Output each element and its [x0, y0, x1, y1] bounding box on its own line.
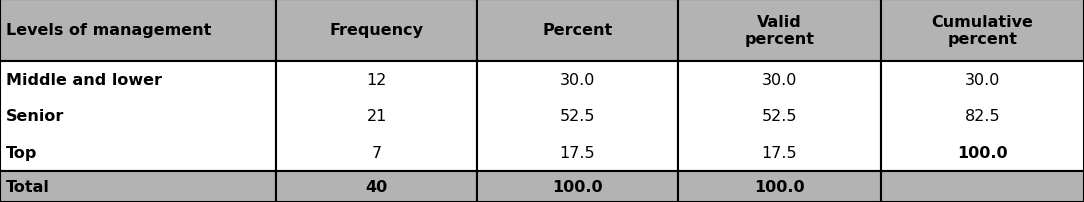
Bar	[477, 0, 678, 62]
Text: Cumulative
percent: Cumulative percent	[931, 15, 1033, 47]
Text: 17.5: 17.5	[761, 145, 797, 160]
Bar	[0, 62, 276, 171]
Text: 52.5: 52.5	[761, 109, 797, 124]
Bar	[276, 0, 477, 62]
Text: 30.0: 30.0	[559, 73, 595, 87]
Bar	[678, 62, 880, 171]
Text: 7: 7	[372, 145, 382, 160]
Text: 30.0: 30.0	[761, 73, 797, 87]
Bar	[880, 0, 1084, 62]
Text: Top: Top	[7, 145, 37, 160]
Text: 21: 21	[366, 109, 387, 124]
Bar	[678, 0, 880, 62]
Text: 40: 40	[365, 179, 388, 194]
Bar	[477, 62, 678, 171]
Text: Senior: Senior	[7, 109, 64, 124]
Text: 100.0: 100.0	[957, 145, 1008, 160]
Bar	[880, 62, 1084, 171]
Bar	[477, 171, 678, 202]
Text: 100.0: 100.0	[552, 179, 603, 194]
Text: Total: Total	[7, 179, 50, 194]
Bar	[276, 62, 477, 171]
Text: 17.5: 17.5	[559, 145, 595, 160]
Text: 12: 12	[366, 73, 387, 87]
Text: 52.5: 52.5	[559, 109, 595, 124]
Text: 82.5: 82.5	[965, 109, 1001, 124]
Text: 100.0: 100.0	[753, 179, 804, 194]
Text: 30.0: 30.0	[965, 73, 1001, 87]
Text: Frequency: Frequency	[330, 23, 424, 38]
Bar	[276, 171, 477, 202]
Bar	[678, 171, 880, 202]
Bar	[880, 171, 1084, 202]
Text: Middle and lower: Middle and lower	[7, 73, 162, 87]
Text: Percent: Percent	[542, 23, 612, 38]
Text: Levels of management: Levels of management	[7, 23, 211, 38]
Text: Valid
percent: Valid percent	[744, 15, 814, 47]
Bar	[0, 0, 276, 62]
Bar	[0, 171, 276, 202]
